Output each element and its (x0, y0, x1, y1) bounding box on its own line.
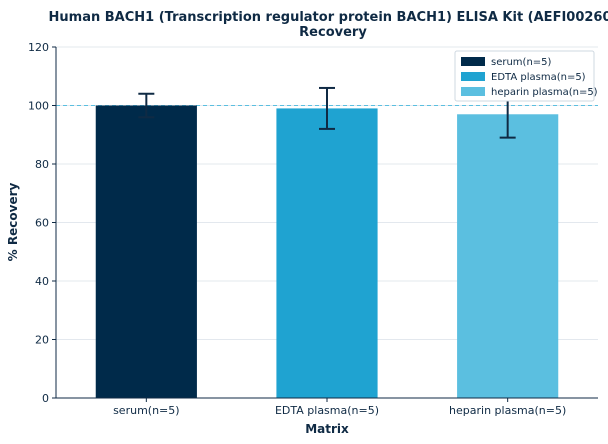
y-tick-label: 80 (35, 158, 49, 171)
chart-title-line-1: Human BACH1 (Transcription regulator pro… (49, 10, 608, 25)
chart-title-line-2: Recovery (299, 25, 367, 40)
legend-swatch-3 (461, 87, 485, 96)
legend-swatch-2 (461, 72, 485, 81)
bars (95, 105, 559, 399)
legend-label-2: EDTA plasma(n=5) (491, 72, 586, 83)
bar-3 (457, 114, 559, 399)
bar-2 (276, 108, 378, 399)
x-tick-label: EDTA plasma(n=5) (275, 404, 379, 417)
x-axis-label: Matrix (305, 422, 349, 436)
bar-1 (95, 105, 197, 398)
y-tick-label: 120 (28, 41, 49, 54)
legend-box (454, 50, 595, 102)
y-tick-label: 100 (28, 100, 49, 113)
x-axis-ticks: serum(n=5) EDTA plasma(n=5) heparin plasma… (113, 398, 566, 417)
y-tick-label: 20 (35, 334, 49, 347)
x-tick-label: serum(n=5) (113, 404, 179, 417)
legend-swatch-1 (461, 57, 485, 66)
y-tick-label: 40 (35, 275, 49, 288)
y-tick-label: 0 (42, 392, 49, 405)
legend-label-1: serum(n=5) (491, 57, 552, 68)
y-tick-label: 60 (35, 217, 49, 230)
y-axis-ticks: 0 20 40 60 80 100 120 (28, 41, 56, 405)
legend: serum(n=5) EDTA plasma(n=5) heparin plasma… (454, 50, 598, 102)
x-tick-label: heparin plasma(n=5) (449, 404, 566, 417)
y-axis-label: % Recovery (6, 183, 20, 262)
legend-label-3: heparin plasma(n=5) (491, 87, 598, 98)
